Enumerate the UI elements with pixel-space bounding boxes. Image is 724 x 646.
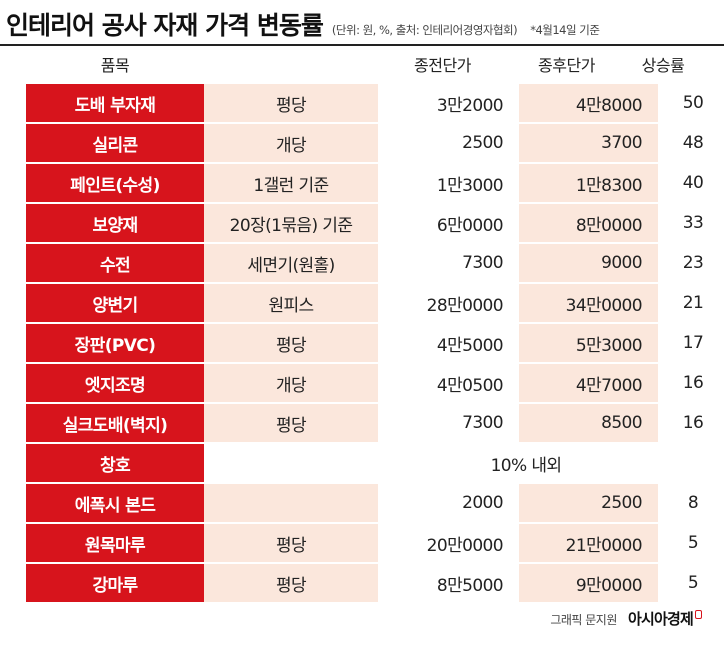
brand-logo: 아시아경제 — [627, 610, 694, 628]
price-after: 4만8000 — [519, 84, 658, 124]
item-name: 도배 부자재 — [26, 84, 204, 124]
item-name: 에폭시 본드 — [26, 483, 204, 524]
price-before: 7300 — [378, 243, 519, 284]
price-before: 20만0000 — [378, 523, 519, 564]
header: 인테리어 공사 자재 가격 변동률 (단위: 원, %, 출처: 인테리어경영자… — [6, 6, 718, 42]
table-row: 실크도배(벽지) 평당 7300 8500 16 — [26, 403, 724, 444]
price-before: 6만0000 — [378, 203, 519, 244]
unit-basis: 개당 — [204, 123, 378, 164]
unit-basis: 평당 — [204, 323, 378, 364]
table-row: 양변기 원피스 28만0000 34만0000 21 — [26, 283, 724, 324]
increase-rate: 16 — [658, 403, 724, 444]
price-after: 9000 — [519, 243, 658, 284]
unit-basis: 평당 — [204, 563, 378, 604]
price-after: 8500 — [519, 403, 658, 444]
unit-basis: 1갤런 기준 — [204, 163, 378, 204]
increase-rate: 33 — [658, 203, 724, 244]
price-before: 1만3000 — [378, 163, 519, 204]
price-after: 21만0000 — [519, 523, 658, 564]
price-before: 2000 — [378, 483, 519, 524]
unit-basis: 세면기(원홀) — [204, 243, 378, 284]
item-name: 실리콘 — [26, 123, 204, 164]
brand-mark-icon — [695, 610, 702, 619]
price-before: 2500 — [378, 123, 519, 164]
price-before: 4만5000 — [378, 323, 519, 364]
price-after: 5만3000 — [519, 323, 658, 364]
unit-basis: 평당 — [204, 84, 378, 124]
price-before: 8만5000 — [378, 563, 519, 604]
increase-rate: 23 — [658, 243, 724, 284]
item-name: 보양재 — [26, 203, 204, 244]
increase-rate: 5 — [658, 523, 724, 564]
unit-basis: 개당 — [204, 363, 378, 404]
graphic-credit: 그래픽 문지원 — [550, 613, 617, 627]
item-name: 강마루 — [26, 563, 204, 604]
increase-rate: 17 — [658, 323, 724, 364]
title-divider — [0, 44, 724, 46]
table-row: 강마루 평당 8만5000 9만0000 5 — [26, 563, 724, 604]
item-name: 장판(PVC) — [26, 323, 204, 364]
column-header-before: 종전단가 — [414, 56, 471, 75]
price-before: 7300 — [378, 403, 519, 444]
table-row: 보양재 20장(1묶음) 기준 6만0000 8만0000 33 — [26, 203, 724, 244]
increase-rate: 21 — [658, 283, 724, 324]
column-header-rate: 상승률 — [641, 56, 685, 75]
price-before: 3만2000 — [378, 84, 519, 124]
price-after: 4만7000 — [519, 363, 658, 404]
unit-basis — [204, 483, 378, 524]
table-row: 엣지조명 개당 4만0500 4만7000 16 — [26, 363, 724, 404]
table-row: 수전 세면기(원홀) 7300 9000 23 — [26, 243, 724, 284]
increase-rate: 16 — [658, 363, 724, 404]
price-before: 4만0500 — [378, 363, 519, 404]
table-row: 에폭시 본드 2000 2500 8 — [26, 483, 724, 524]
increase-rate: 8 — [658, 483, 724, 524]
item-name: 수전 — [26, 243, 204, 284]
table-row: 도배 부자재 평당 3만2000 4만8000 50 — [26, 84, 724, 124]
price-after: 34만0000 — [519, 283, 658, 324]
unit-basis: 평당 — [204, 403, 378, 444]
table-row: 페인트(수성) 1갤런 기준 1만3000 1만8300 40 — [26, 163, 724, 204]
item-name: 원목마루 — [26, 523, 204, 564]
table-row: 실리콘 개당 2500 3700 48 — [26, 123, 724, 164]
item-name: 페인트(수성) — [26, 163, 204, 204]
unit-source-note: (단위: 원, %, 출처: 인테리어경영자협회) — [331, 23, 518, 37]
price-after: 2500 — [519, 483, 658, 524]
item-name: 창호 — [26, 443, 204, 484]
unit-basis: 평당 — [204, 523, 378, 564]
table-row: 창호 10% 내외 — [26, 443, 724, 484]
table-row: 원목마루 평당 20만0000 21만0000 5 — [26, 523, 724, 564]
price-after: 8만0000 — [519, 203, 658, 244]
merged-note: 10% 내외 — [204, 443, 724, 484]
increase-rate: 50 — [658, 84, 724, 124]
footer: 그래픽 문지원 아시아경제 — [550, 608, 702, 629]
price-after: 3700 — [519, 123, 658, 164]
price-table: 도배 부자재 평당 3만2000 4만8000 50 실리콘 개당 2500 3700 48 페인트… — [26, 84, 724, 604]
column-header-item: 품목 — [100, 56, 130, 75]
date-note: *4월14일 기준 — [530, 23, 600, 37]
increase-rate: 48 — [658, 123, 724, 164]
increase-rate: 40 — [658, 163, 724, 204]
item-name: 실크도배(벽지) — [26, 403, 204, 444]
price-after: 9만0000 — [519, 563, 658, 604]
unit-basis: 원피스 — [204, 283, 378, 324]
item-name: 엣지조명 — [26, 363, 204, 404]
unit-basis: 20장(1묶음) 기준 — [204, 203, 378, 244]
page-title: 인테리어 공사 자재 가격 변동률 — [6, 11, 324, 40]
table-row: 장판(PVC) 평당 4만5000 5만3000 17 — [26, 323, 724, 364]
increase-rate: 5 — [658, 563, 724, 604]
item-name: 양변기 — [26, 283, 204, 324]
price-before: 28만0000 — [378, 283, 519, 324]
column-header-after: 종후단가 — [538, 56, 595, 75]
price-after: 1만8300 — [519, 163, 658, 204]
